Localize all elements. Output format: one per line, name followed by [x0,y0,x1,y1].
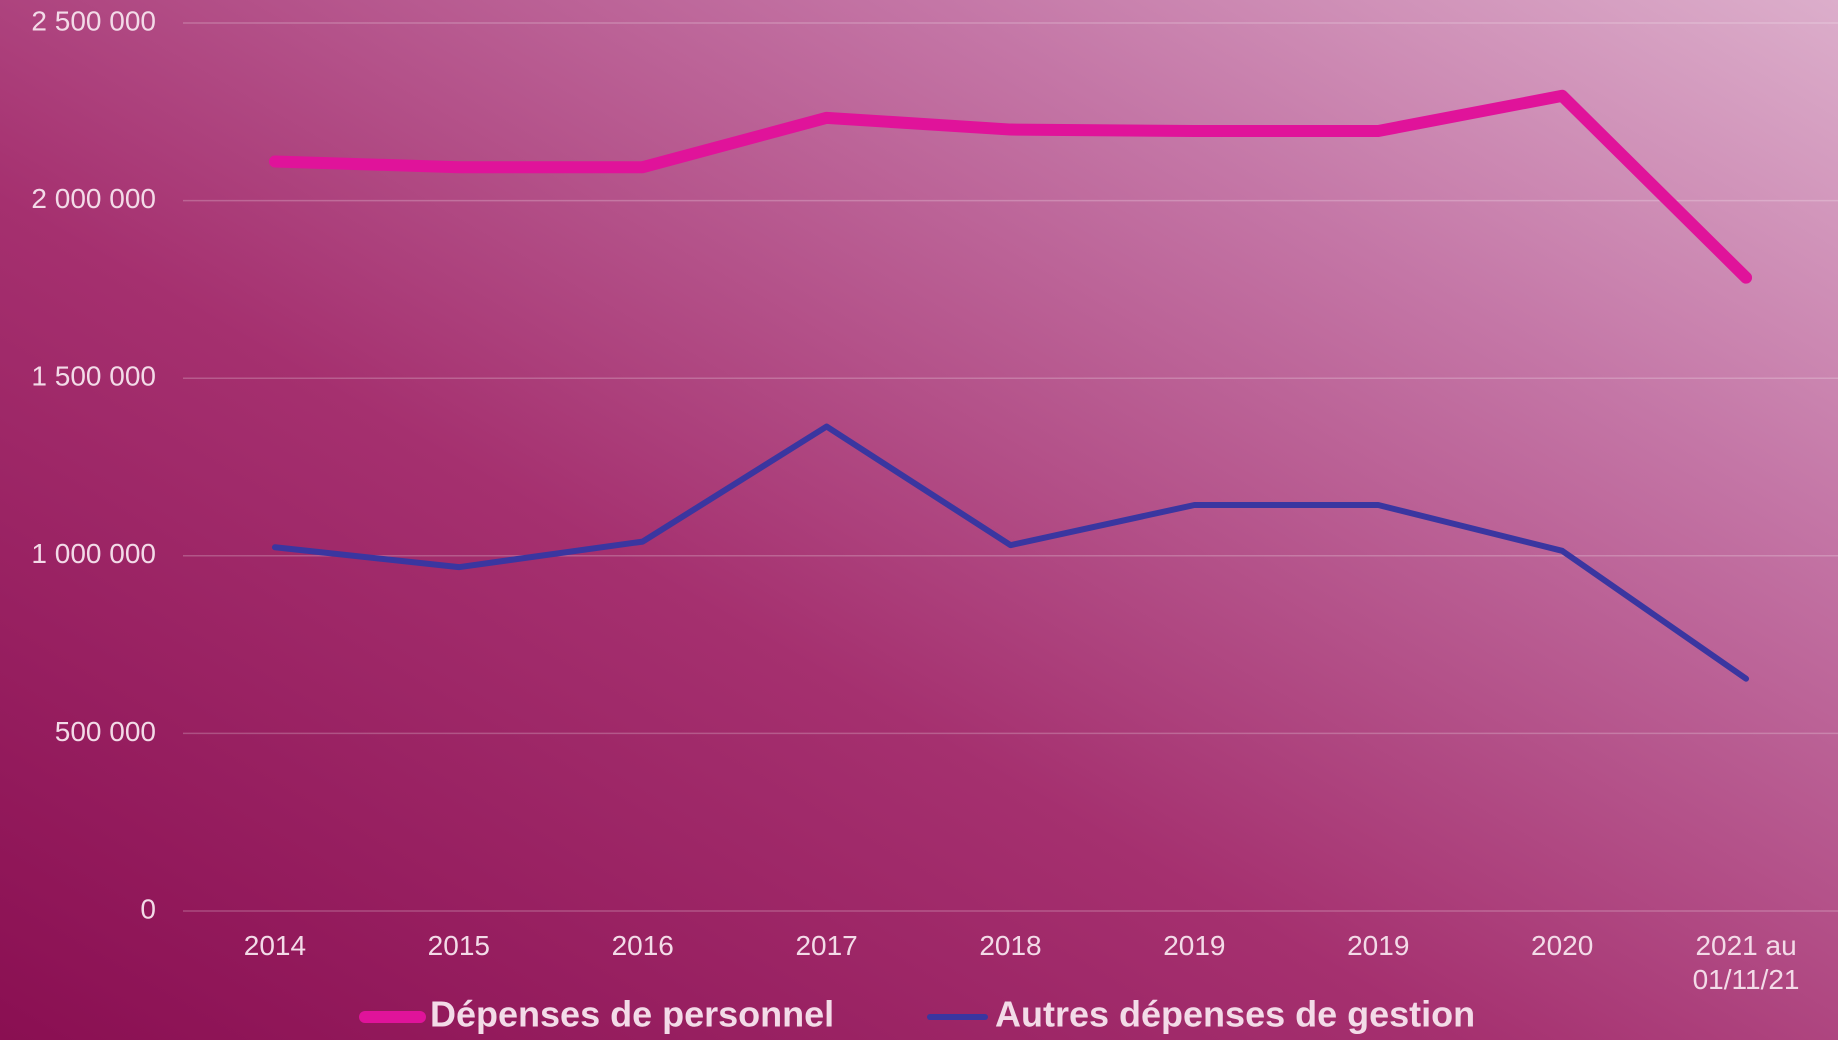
y-tick-label: 0 [140,893,156,924]
x-tick-label: 2019 [1347,930,1410,961]
x-tick-label: 2016 [611,930,674,961]
x-tick-label: 2019 [1163,930,1226,961]
y-tick-label: 2 000 000 [31,183,156,214]
x-tick-label: 2018 [979,930,1042,961]
series-line [271,423,1750,682]
legend-label: Dépenses de personnel [430,994,834,1035]
x-tick-label: 2021 au 01/11/21 [1692,930,1800,995]
y-tick-label: 1 000 000 [31,538,156,569]
series-line [268,89,1753,284]
legend-label: Autres dépenses de gestion [995,994,1475,1035]
y-tick-label: 500 000 [55,716,156,747]
x-tick-label: 2014 [243,930,307,961]
x-tick-label: 2020 [1531,930,1594,961]
x-tick-label: 2017 [795,930,858,961]
y-tick-label: 1 500 000 [31,361,156,392]
y-tick-label: 2 500 000 [31,5,156,36]
x-tick-label: 2015 [427,930,490,961]
